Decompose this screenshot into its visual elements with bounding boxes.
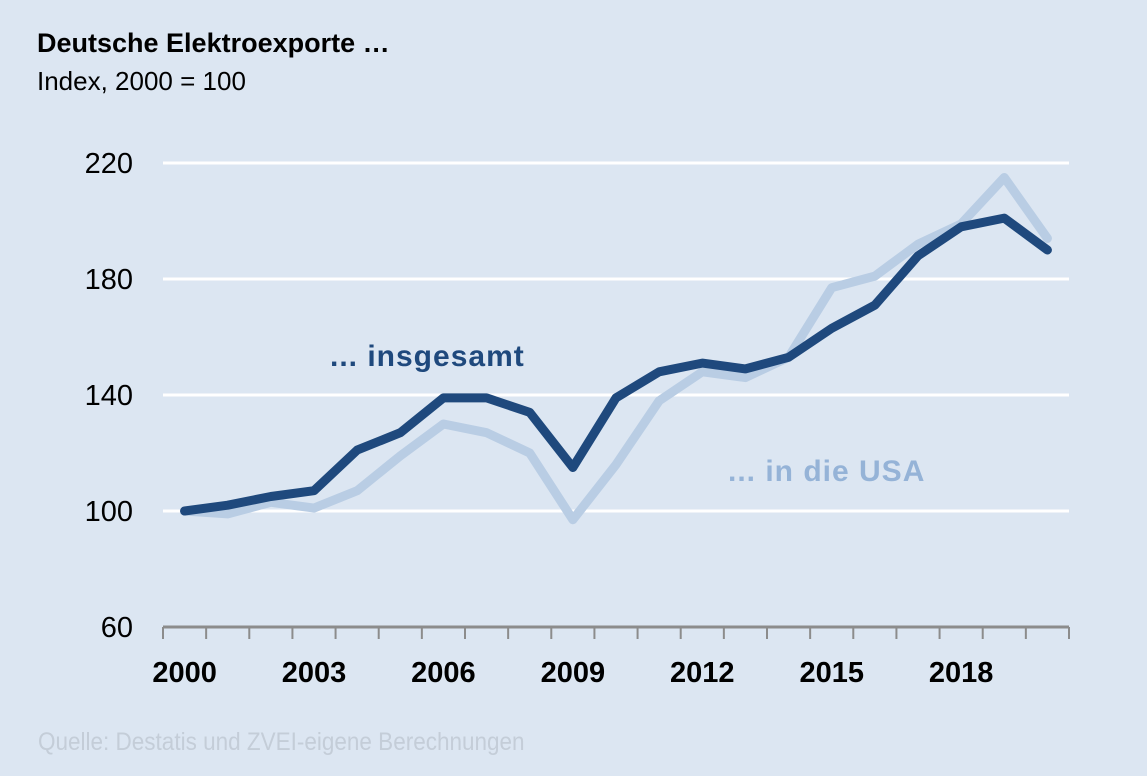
- data-point: [184, 510, 186, 512]
- data-point: [1046, 249, 1048, 251]
- data-point: [486, 397, 488, 399]
- data-point: [874, 304, 876, 306]
- data-point: [831, 327, 833, 329]
- data-point: [529, 452, 531, 454]
- data-point: [313, 507, 315, 509]
- data-point: [831, 287, 833, 289]
- data-point: [615, 464, 617, 466]
- data-point: [529, 411, 531, 413]
- x-tick-label: 2015: [799, 657, 864, 689]
- data-point: [960, 226, 962, 228]
- data-point: [701, 362, 703, 364]
- data-point: [788, 356, 790, 358]
- series-lines: [180, 173, 1052, 525]
- source-note: Quelle: Destatis und ZVEI-eigene Berechn…: [38, 728, 525, 756]
- data-point: [442, 423, 444, 425]
- chart-title: Deutsche Elektroexporte …: [37, 28, 390, 58]
- x-tick-label: 2003: [282, 657, 347, 689]
- data-point: [701, 371, 703, 373]
- data-point: [572, 519, 574, 521]
- chart-subtitle: Index, 2000 = 100: [37, 66, 246, 96]
- data-point: [270, 496, 272, 497]
- x-tick-label: 2000: [152, 657, 217, 689]
- x-tick-label: 2009: [541, 657, 606, 689]
- data-point: [356, 449, 358, 451]
- x-tick-label: 2006: [411, 657, 476, 689]
- y-axis-ticks: 60 100 140 180 220: [85, 148, 133, 644]
- data-point: [270, 501, 272, 503]
- data-point: [1003, 177, 1005, 178]
- x-axis: 2000 2003 2006 2009 2012 2015 2018: [152, 625, 1070, 689]
- data-point: [917, 243, 919, 245]
- series-label-usa: ... in die USA: [728, 455, 925, 488]
- x-tick-label: 2012: [670, 657, 735, 689]
- y-tick-label: 220: [85, 148, 133, 180]
- y-tick-label: 100: [85, 496, 133, 528]
- data-point: [227, 504, 229, 506]
- data-point: [615, 397, 617, 399]
- data-point: [572, 467, 574, 468]
- data-point: [399, 455, 401, 457]
- data-point: [1003, 217, 1005, 219]
- y-tick-label: 60: [101, 612, 133, 644]
- data-point: [658, 371, 660, 373]
- data-point: [658, 400, 660, 402]
- data-point: [744, 377, 746, 379]
- data-point: [399, 432, 401, 434]
- data-point: [356, 490, 358, 492]
- data-point: [442, 397, 444, 399]
- data-point: [917, 255, 919, 257]
- data-point: [313, 490, 315, 492]
- data-point: [227, 513, 229, 515]
- data-point: [1046, 237, 1048, 239]
- y-tick-label: 140: [85, 380, 133, 412]
- data-point: [874, 275, 876, 277]
- data-point: [486, 432, 488, 434]
- x-tick-label: 2018: [929, 657, 994, 689]
- series-label-insgesamt: ... insgesamt: [330, 340, 525, 373]
- y-tick-label: 180: [85, 264, 133, 296]
- data-point: [744, 368, 746, 370]
